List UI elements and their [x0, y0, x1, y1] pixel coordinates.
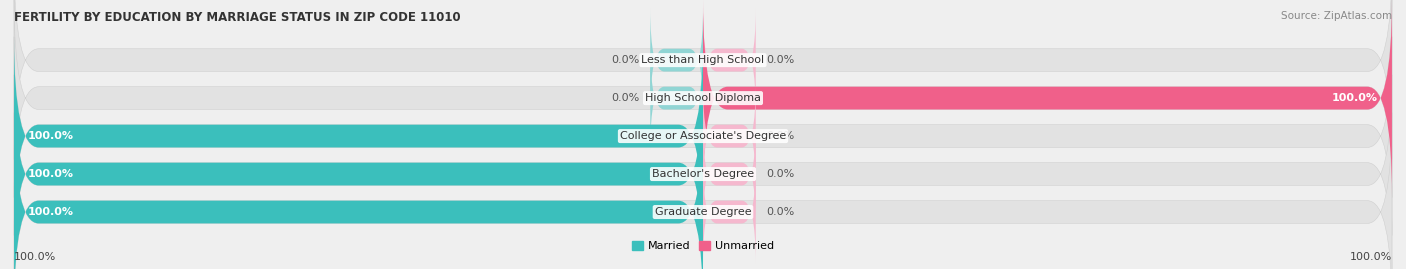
Text: 0.0%: 0.0% — [612, 93, 640, 103]
FancyBboxPatch shape — [650, 46, 703, 150]
Text: Source: ZipAtlas.com: Source: ZipAtlas.com — [1281, 11, 1392, 21]
Text: 0.0%: 0.0% — [766, 55, 794, 65]
Text: FERTILITY BY EDUCATION BY MARRIAGE STATUS IN ZIP CODE 11010: FERTILITY BY EDUCATION BY MARRIAGE STATU… — [14, 11, 461, 24]
Text: High School Diploma: High School Diploma — [645, 93, 761, 103]
FancyBboxPatch shape — [14, 75, 1392, 269]
Text: 0.0%: 0.0% — [766, 131, 794, 141]
Text: Less than High School: Less than High School — [641, 55, 765, 65]
Text: Bachelor's Degree: Bachelor's Degree — [652, 169, 754, 179]
Text: 0.0%: 0.0% — [766, 207, 794, 217]
Text: College or Associate's Degree: College or Associate's Degree — [620, 131, 786, 141]
Text: 100.0%: 100.0% — [28, 131, 75, 141]
Text: Graduate Degree: Graduate Degree — [655, 207, 751, 217]
Text: 100.0%: 100.0% — [1350, 252, 1392, 262]
FancyBboxPatch shape — [14, 113, 1392, 269]
Text: 100.0%: 100.0% — [28, 169, 75, 179]
Text: 100.0%: 100.0% — [1331, 93, 1378, 103]
FancyBboxPatch shape — [703, 8, 756, 112]
FancyBboxPatch shape — [14, 37, 1392, 235]
FancyBboxPatch shape — [14, 37, 703, 235]
Text: 0.0%: 0.0% — [612, 55, 640, 65]
FancyBboxPatch shape — [703, 0, 1392, 197]
FancyBboxPatch shape — [703, 160, 756, 264]
Text: 0.0%: 0.0% — [766, 169, 794, 179]
FancyBboxPatch shape — [650, 8, 703, 112]
FancyBboxPatch shape — [14, 0, 1392, 197]
Text: 100.0%: 100.0% — [28, 207, 75, 217]
Text: 100.0%: 100.0% — [14, 252, 56, 262]
FancyBboxPatch shape — [14, 75, 703, 269]
FancyBboxPatch shape — [703, 122, 756, 226]
FancyBboxPatch shape — [14, 113, 703, 269]
FancyBboxPatch shape — [703, 84, 756, 188]
Legend: Married, Unmarried: Married, Unmarried — [627, 236, 779, 256]
FancyBboxPatch shape — [14, 0, 1392, 160]
